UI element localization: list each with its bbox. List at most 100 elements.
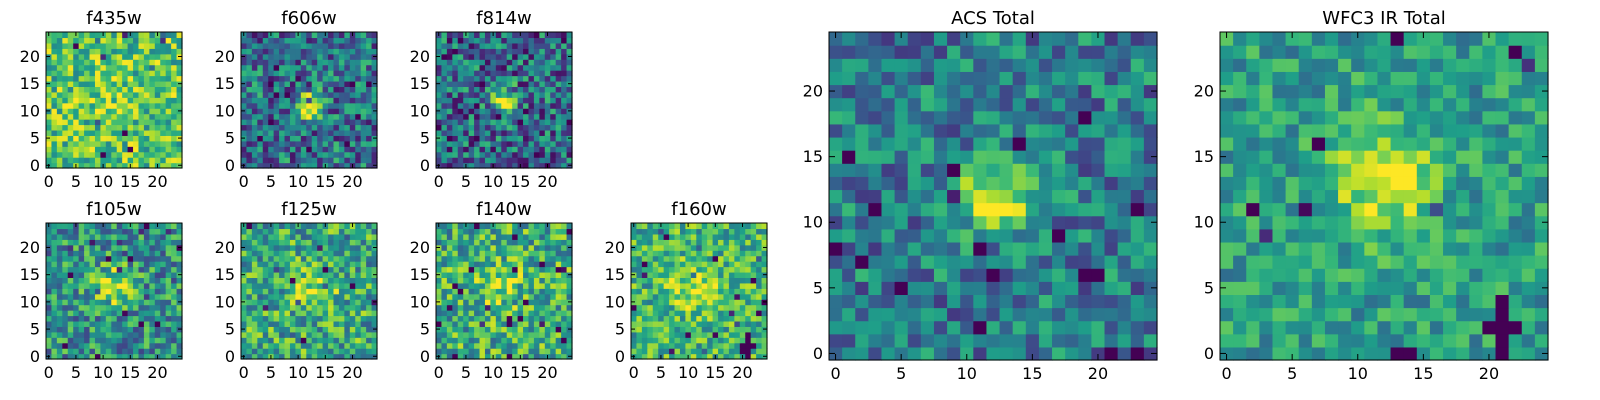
heatmap-cell — [868, 228, 883, 243]
x-tick-label: 10 — [93, 363, 113, 382]
heatmap-cell — [371, 255, 378, 262]
heatmap-cell — [100, 266, 107, 273]
heatmap-cell — [566, 124, 573, 131]
heatmap-cell — [696, 223, 703, 230]
heatmap-cell — [89, 146, 96, 153]
heatmap-cell — [452, 320, 459, 327]
heatmap-cell — [349, 331, 356, 338]
y-tick-label: 10 — [410, 292, 430, 311]
heatmap-cell — [78, 282, 85, 289]
heatmap-cell — [143, 53, 150, 60]
heatmap-cell — [484, 288, 491, 295]
heatmap-cell — [289, 320, 296, 327]
heatmap-cell — [257, 228, 264, 235]
heatmap-cell — [138, 353, 145, 360]
heatmap-cell — [73, 97, 80, 104]
heatmap-cell — [268, 157, 275, 164]
heatmap-cell — [533, 37, 540, 44]
heatmap-cell — [306, 331, 313, 338]
heatmap-cell — [679, 310, 686, 317]
heatmap-cell — [555, 70, 562, 77]
heatmap-cell — [663, 228, 670, 235]
heatmap-cell — [127, 277, 134, 284]
heatmap-cell — [663, 223, 670, 230]
heatmap-cell — [452, 288, 459, 295]
heatmap-cell — [89, 129, 96, 136]
heatmap-cell — [881, 228, 896, 243]
heatmap-cell — [474, 64, 481, 71]
heatmap-cell — [463, 119, 470, 126]
heatmap-cell — [322, 277, 329, 284]
heatmap-cell — [561, 337, 568, 344]
heatmap-cell — [251, 271, 258, 278]
heatmap-cell — [56, 135, 63, 142]
heatmap-cell — [371, 113, 378, 120]
heatmap-cell — [105, 261, 112, 268]
heatmap-cell — [360, 113, 367, 120]
heatmap-cell — [246, 140, 253, 147]
x-tick-label: 20 — [537, 172, 557, 191]
heatmap-cell — [154, 91, 161, 98]
heatmap-cell — [46, 151, 53, 158]
heatmap-cell — [165, 299, 172, 306]
heatmap-cell — [171, 233, 178, 240]
heatmap-cell — [631, 310, 638, 317]
heatmap-cell — [544, 293, 551, 300]
heatmap-cell — [311, 80, 318, 87]
heatmap-cell — [349, 86, 356, 93]
heatmap-cell — [241, 86, 248, 93]
heatmap-cell — [133, 59, 140, 66]
heatmap-cell — [566, 97, 573, 104]
heatmap-cell — [501, 129, 508, 136]
heatmap-cell — [176, 261, 183, 268]
heatmap-cell — [533, 239, 540, 246]
heatmap-cell — [986, 228, 1001, 243]
heatmap-cell — [658, 326, 665, 333]
heatmap-cell — [138, 64, 145, 71]
heatmap-cell — [349, 135, 356, 142]
heatmap-cell — [262, 80, 269, 87]
heatmap-cell — [257, 320, 264, 327]
heatmap-cell — [338, 228, 345, 235]
heatmap-cell — [328, 299, 335, 306]
heatmap-cell — [262, 53, 269, 60]
heatmap-cell — [501, 228, 508, 235]
panel-title: f125w — [281, 199, 336, 220]
heatmap-cell — [78, 151, 85, 158]
heatmap-cell — [328, 277, 335, 284]
heatmap-cell — [311, 277, 318, 284]
x-tick-label: 15 — [510, 363, 530, 382]
heatmap-cell — [160, 48, 167, 55]
heatmap-cell — [544, 277, 551, 284]
heatmap-cell — [647, 223, 654, 230]
heatmap-cell — [533, 91, 540, 98]
heatmap-cell — [479, 282, 486, 289]
heatmap-cell — [257, 53, 264, 60]
heatmap-cell — [457, 140, 464, 147]
heatmap-cell — [246, 97, 253, 104]
heatmap-cell — [84, 293, 91, 300]
heatmap-cell — [474, 151, 481, 158]
heatmap-cell — [533, 124, 540, 131]
heatmap-cell — [133, 261, 140, 268]
heatmap-cell — [371, 140, 378, 147]
heatmap-cell — [495, 304, 502, 311]
heatmap-cell — [165, 239, 172, 246]
heatmap-cell — [894, 281, 909, 295]
heatmap-cell — [842, 294, 856, 309]
heatmap-cell — [67, 157, 74, 164]
heatmap-cell — [295, 266, 302, 273]
heatmap-cell — [512, 119, 519, 126]
heatmap-cell — [154, 320, 161, 327]
heatmap-cell — [539, 239, 546, 246]
heatmap-cell — [986, 202, 1001, 217]
heatmap-cell — [349, 326, 356, 333]
heatmap-cell — [441, 91, 448, 98]
heatmap-cell — [322, 228, 329, 235]
heatmap-cell — [338, 37, 345, 44]
heatmap-cell — [490, 282, 497, 289]
heatmap-cell — [268, 282, 275, 289]
heatmap-cell — [51, 353, 58, 360]
heatmap-cell — [317, 32, 324, 39]
heatmap-cell — [495, 277, 502, 284]
